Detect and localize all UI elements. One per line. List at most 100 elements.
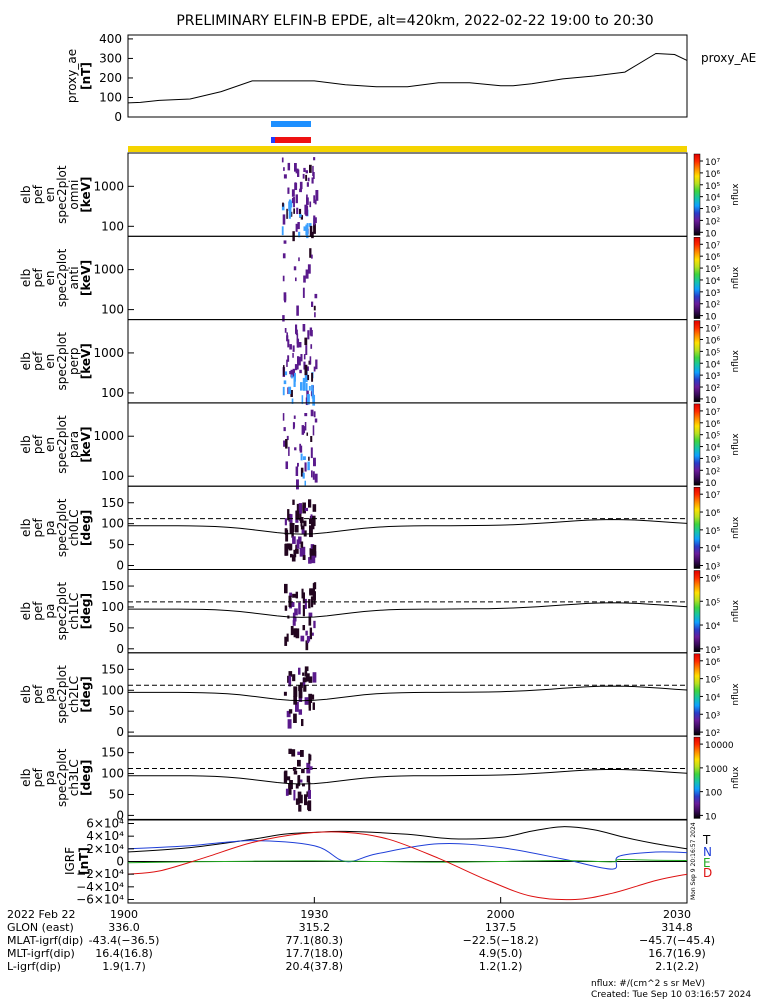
pa-spectrogram-pixel — [308, 557, 312, 564]
footer-cell: 336.0 — [108, 921, 140, 934]
proxy-ae-ytick-label: 300 — [99, 51, 122, 65]
spectrogram-pixel — [309, 201, 312, 208]
spectrogram-pixel — [282, 253, 286, 259]
pa-spectrogram-pixel — [298, 602, 301, 615]
panel-ylabel-line: spec2plot — [55, 582, 69, 641]
igrf-ylabel: IGRF — [63, 847, 77, 875]
spectrogram-pixel — [305, 212, 308, 216]
colorbar-tick-label: 10⁵ — [705, 182, 720, 192]
spectrogram-pixel — [293, 208, 295, 214]
pa-spectrogram-pixel — [294, 616, 297, 622]
pa-spectrogram-pixel — [292, 620, 296, 626]
spectrogram-pixel — [304, 422, 307, 431]
proxy-ae-ytick-label: 0 — [114, 110, 122, 124]
pa-spectrogram-pixel — [304, 598, 307, 609]
spectrogram-pixel — [292, 197, 295, 204]
spectrogram-pixel — [289, 344, 292, 350]
colorbar-label: nflux — [731, 599, 741, 622]
spectrogram-pixel — [297, 365, 299, 370]
footer-cell: 315.2 — [299, 921, 331, 934]
panel-ylabel-line: pef — [31, 601, 45, 621]
pa-spectrogram-pixel — [291, 749, 296, 757]
plot-title: PRELIMINARY ELFIN-B EPDE, alt=420km, 202… — [176, 13, 653, 29]
colorbar — [693, 320, 701, 403]
spectrogram-pixel — [286, 208, 288, 219]
spectrogram-pixel — [296, 207, 299, 215]
pa-spectrogram-pixel — [295, 628, 300, 639]
pa-spectrogram-pixel — [286, 710, 291, 718]
spectrogram-pixel — [286, 332, 288, 338]
pa-spectrogram-pixel — [291, 554, 296, 562]
colorbar-tick-label: 10⁷ — [705, 158, 720, 168]
pa-spectrogram-pixel — [286, 543, 291, 549]
panel-ylabel-line: pef — [31, 268, 45, 288]
spec-ytick-label: 100 — [101, 386, 124, 400]
spectrogram-pixel — [291, 374, 293, 379]
spectrogram-pixel — [282, 214, 286, 225]
spectrogram-pixel — [298, 356, 301, 366]
spectrogram-pixel — [285, 439, 288, 449]
spectrogram-pixel — [294, 163, 297, 172]
footer-row-label: MLAT-igrf(dip) — [7, 934, 83, 947]
igrf-line-N — [127, 840, 688, 870]
pa-ytick-label: 50 — [109, 621, 124, 635]
pa-spectrogram-pixel — [297, 791, 302, 800]
proxy-ae-series-label: proxy_AE — [701, 51, 756, 65]
footer-cell: 2.1(2.2) — [655, 960, 699, 973]
spec-panel-frame — [127, 319, 688, 404]
spectrogram-pixel — [314, 418, 318, 423]
igrf-legend-E: E — [703, 856, 711, 870]
colorbar-tick-label: 10⁷ — [705, 491, 720, 501]
pa-spectrogram-pixel — [295, 701, 299, 712]
pa-spectrogram-pixel — [303, 685, 307, 692]
colorbar-tick-label: 10³ — [705, 206, 720, 216]
spectrogram-pixel — [309, 248, 312, 258]
footer-row-label: L-igrf(dip) — [7, 960, 61, 973]
colorbar-tick-label: 10⁶ — [705, 509, 720, 519]
spec-ytick-label: 100 — [101, 469, 124, 483]
pa-spectrogram-pixel — [303, 520, 307, 527]
spectrogram-pixel — [310, 436, 313, 442]
spectrogram-pixel — [314, 293, 318, 299]
spectrogram-pixel — [301, 425, 305, 435]
pa-spectrogram-pixel — [288, 595, 292, 608]
panel-ylabel-line: ch0LC — [67, 509, 81, 546]
spectrogram-pixel — [283, 427, 286, 432]
pa-spectrogram-pixel — [304, 507, 309, 512]
proxy-ae-frame — [127, 34, 688, 118]
spectrogram-pixel — [311, 231, 314, 239]
colorbar-tick-label: 10000 — [705, 741, 734, 751]
pa-spectrogram-pixel — [298, 503, 302, 514]
pa-spectrogram-pixel — [312, 515, 316, 527]
spectrogram-pixel — [302, 324, 306, 332]
panel-ylabel-line: pef — [31, 434, 45, 454]
footer-row-label: 2022 Feb 22 — [7, 908, 75, 921]
spectrogram-pixel — [305, 383, 308, 392]
colorbar-label: nflux — [731, 349, 741, 372]
spectrogram-pixel — [283, 380, 287, 385]
spectrogram-pixel — [282, 275, 285, 282]
footer-cell: 16.4(16.8) — [95, 947, 153, 960]
pa-spectrogram-pixel — [283, 691, 287, 696]
panel-ylabel-line: anti — [67, 266, 81, 289]
colorbar-tick-label: 10⁶ — [705, 575, 720, 585]
spectrogram-pixel — [311, 470, 313, 478]
panel-ylabel-line: elb — [19, 519, 33, 537]
loss-cone-line — [128, 685, 688, 702]
igrf-ytick-label: −2×10⁴ — [76, 867, 124, 881]
panel-ylabel-line: elb — [19, 602, 33, 620]
spectrogram-pixel — [313, 366, 316, 372]
pa-panel-frame — [127, 652, 688, 737]
spectrogram-pixel — [299, 181, 303, 190]
pa-spectrogram-pixel — [289, 544, 292, 551]
pa-spectrogram-pixel — [284, 583, 288, 594]
pa-spectrogram-pixel — [297, 776, 300, 787]
colorbar — [693, 570, 701, 653]
colorbar-tick-label: 10² — [705, 729, 720, 739]
pa-spectrogram-pixel — [291, 602, 295, 607]
